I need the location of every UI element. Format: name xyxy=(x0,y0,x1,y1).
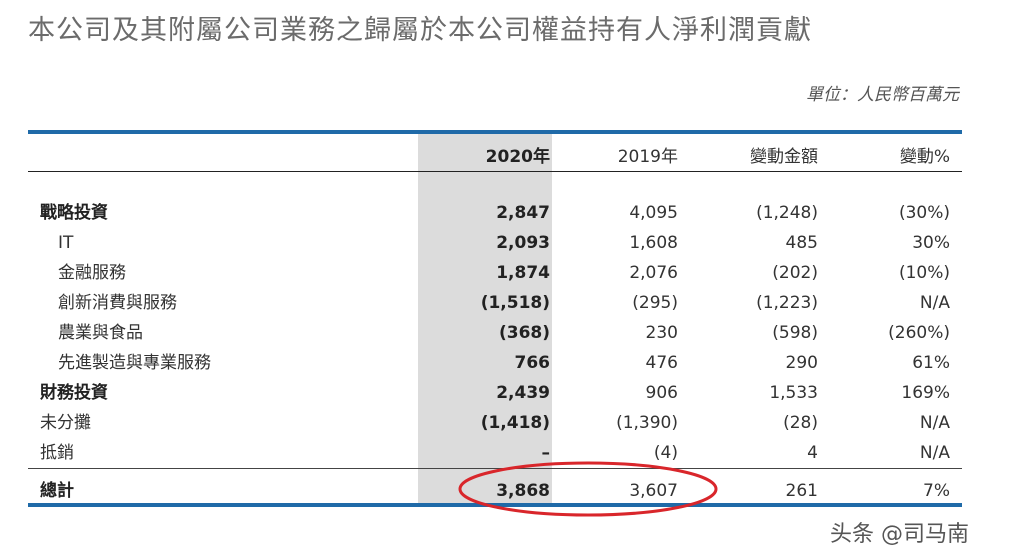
value-change: 290 xyxy=(785,353,818,373)
value-2020: 2,847 xyxy=(496,203,550,223)
value-percent: 169% xyxy=(901,383,950,403)
total-2019: 3,607 xyxy=(629,481,678,501)
row-label: 財務投資 xyxy=(40,383,108,403)
value-2019: (295) xyxy=(632,293,678,313)
value-change: 4 xyxy=(807,443,818,463)
value-percent: 61% xyxy=(912,353,950,373)
value-change: (202) xyxy=(772,263,818,283)
value-change: (1,248) xyxy=(756,203,818,223)
header-2020: 2020年 xyxy=(485,147,550,167)
value-2020: 2,093 xyxy=(496,233,550,253)
value-percent: (10%) xyxy=(898,263,950,283)
row-label: 創新消費與服務 xyxy=(58,293,177,313)
value-2020: (1,418) xyxy=(480,413,550,433)
table-header-row: 2020年 2019年 變動金額 變動% xyxy=(28,143,962,171)
table-bottom-rule xyxy=(28,503,962,507)
value-2019: 2,076 xyxy=(629,263,678,283)
value-percent: 30% xyxy=(912,233,950,253)
value-2020: 2,439 xyxy=(496,383,550,403)
table-row: 農業與食品 (368) 230 (598) (260%) xyxy=(28,319,962,347)
value-2020: 1,874 xyxy=(496,263,550,283)
value-2019: 906 xyxy=(645,383,678,403)
row-label: 抵銷 xyxy=(40,443,74,463)
value-2019: 230 xyxy=(645,323,678,343)
row-label: 農業與食品 xyxy=(58,323,143,343)
page-title: 本公司及其附屬公司業務之歸屬於本公司權益持有人淨利潤貢獻 xyxy=(28,15,812,46)
row-label: 未分攤 xyxy=(40,413,91,433)
total-label: 總計 xyxy=(40,481,74,501)
row-label: 先進製造與專業服務 xyxy=(58,353,211,373)
header-change-percent: 變動% xyxy=(899,147,950,167)
red-ellipse-annotation xyxy=(458,461,718,517)
watermark: 头条 @司马南 xyxy=(830,522,969,547)
total-2020: 3,868 xyxy=(496,481,550,501)
value-percent: N/A xyxy=(919,413,950,433)
value-change: 485 xyxy=(785,233,818,253)
table-row: 抵銷 – (4) 4 N/A xyxy=(28,439,962,467)
value-percent: N/A xyxy=(919,293,950,313)
table-row: 財務投資 2,439 906 1,533 169% xyxy=(28,379,962,407)
header-change-amount: 變動金額 xyxy=(750,147,818,167)
table-top-rule xyxy=(28,130,962,134)
total-row: 總計 3,868 3,607 261 7% xyxy=(28,477,962,505)
value-percent: (30%) xyxy=(898,203,950,223)
value-change: (28) xyxy=(783,413,818,433)
table-row: IT 2,093 1,608 485 30% xyxy=(28,229,962,257)
table-row: 創新消費與服務 (1,518) (295) (1,223) N/A xyxy=(28,289,962,317)
table-row: 金融服務 1,874 2,076 (202) (10%) xyxy=(28,259,962,287)
value-2019: 476 xyxy=(645,353,678,373)
value-2020: 766 xyxy=(514,353,551,373)
row-label: 金融服務 xyxy=(58,263,126,283)
total-change: 261 xyxy=(785,481,818,501)
row-label: IT xyxy=(58,233,74,253)
value-percent: N/A xyxy=(919,443,950,463)
table-row: 未分攤 (1,418) (1,390) (28) N/A xyxy=(28,409,962,437)
value-2019: 4,095 xyxy=(629,203,678,223)
value-2020: – xyxy=(541,443,551,463)
value-2020: (1,518) xyxy=(480,293,550,313)
unit-note: 單位：人民幣百萬元 xyxy=(806,85,959,105)
total-percent: 7% xyxy=(923,481,950,501)
value-2020: (368) xyxy=(498,323,550,343)
value-percent: (260%) xyxy=(888,323,950,343)
value-change: 1,533 xyxy=(769,383,818,403)
value-change: (1,223) xyxy=(756,293,818,313)
value-2019: (1,390) xyxy=(616,413,678,433)
table-row: 戰略投資 2,847 4,095 (1,248) (30%) xyxy=(28,199,962,227)
value-change: (598) xyxy=(772,323,818,343)
value-2019: 1,608 xyxy=(629,233,678,253)
total-rule xyxy=(28,468,962,469)
value-2019: (4) xyxy=(653,443,678,463)
header-rule xyxy=(28,171,962,172)
row-label: 戰略投資 xyxy=(40,203,108,223)
column-2020-highlight xyxy=(418,134,552,506)
table-row: 先進製造與專業服務 766 476 290 61% xyxy=(28,349,962,377)
header-2019: 2019年 xyxy=(617,147,678,167)
